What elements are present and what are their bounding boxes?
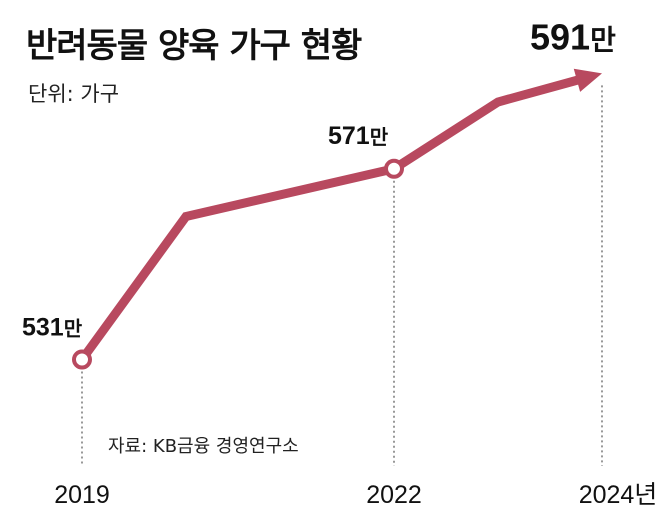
- guide-lines: [81, 85, 603, 466]
- data-label-2022: 571만: [328, 122, 389, 150]
- source-note: 자료: KB금융 경영연구소: [108, 436, 299, 457]
- series-line-group: [78, 68, 602, 363]
- data-label-2024: 591만: [530, 16, 616, 57]
- unit-label: 단위: 가구: [28, 82, 120, 106]
- x-tick-2022: 2022: [366, 481, 422, 509]
- marker-group: [72, 158, 404, 370]
- data-label-2019: 531만: [22, 314, 83, 342]
- x-axis-ticks: 2019 2022 2024년: [54, 481, 657, 509]
- series-line: [78, 75, 581, 363]
- chart-title: 반려동물 양육 가구 현황: [26, 26, 362, 66]
- x-tick-2019: 2019: [54, 481, 110, 509]
- data-point-2022: [384, 158, 404, 179]
- data-label-group: 531만 571만 591만: [22, 16, 616, 341]
- x-tick-2024: 2024년: [579, 481, 658, 509]
- trend-arrow-head: [573, 68, 602, 92]
- data-point-2019: [72, 349, 92, 370]
